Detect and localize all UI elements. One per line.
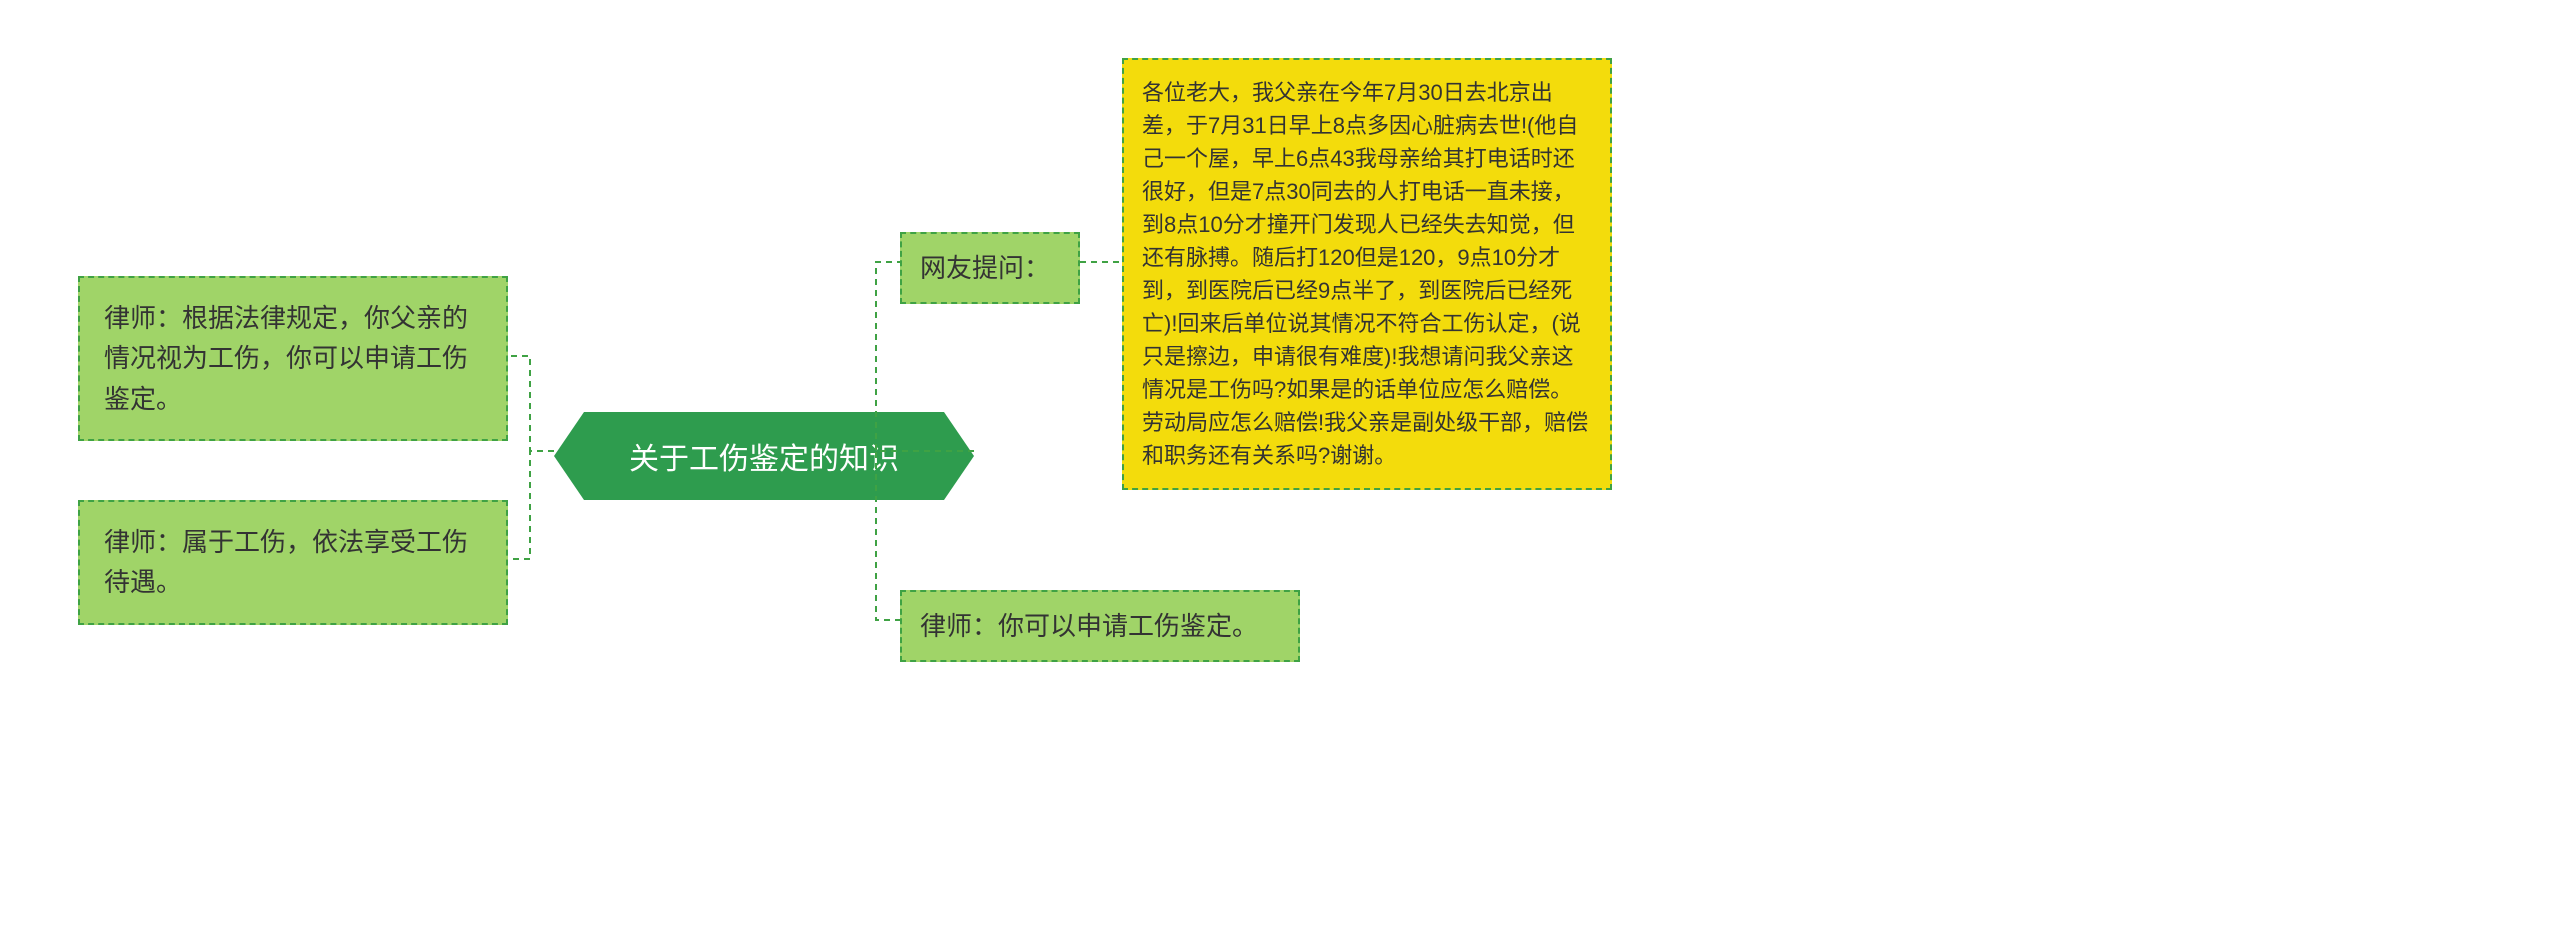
right-top-detail-node: 各位老大，我父亲在今年7月30日去北京出差，于7月31日早上8点多因心脏病去世!… xyxy=(1122,58,1612,490)
center-node: 关于工伤鉴定的知识 xyxy=(554,412,974,500)
right-bottom-node: 律师：你可以申请工伤鉴定。 xyxy=(900,590,1300,662)
left-bottom-node: 律师：属于工伤，依法享受工伤待遇。 xyxy=(78,500,508,625)
left-top-node: 律师：根据法律规定，你父亲的情况视为工伤，你可以申请工伤鉴定。 xyxy=(78,276,508,441)
right-top-label-node: 网友提问： xyxy=(900,232,1080,304)
